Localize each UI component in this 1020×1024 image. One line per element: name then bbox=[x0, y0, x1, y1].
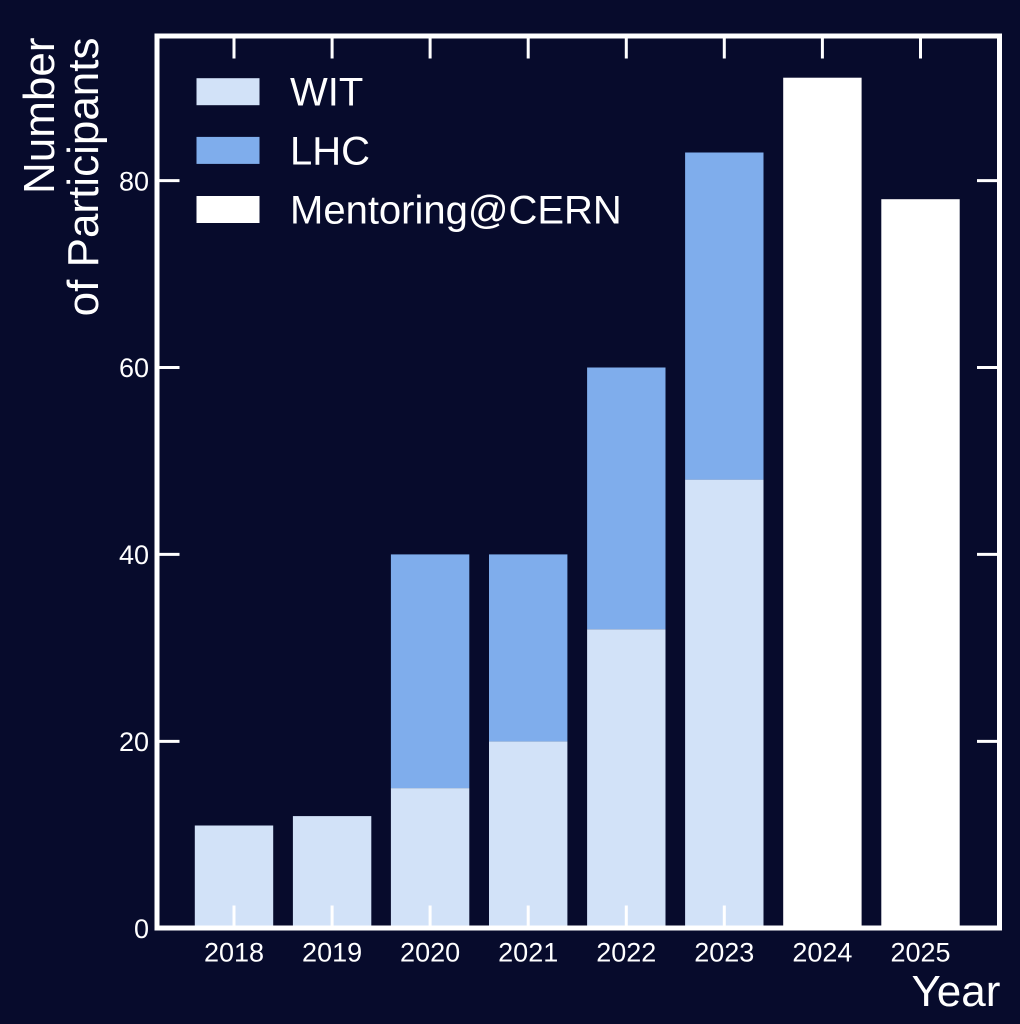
svg-text:Number: Number bbox=[15, 38, 64, 195]
svg-text:Year: Year bbox=[911, 967, 1000, 1016]
svg-text:80: 80 bbox=[119, 166, 149, 196]
svg-text:2021: 2021 bbox=[498, 938, 558, 968]
svg-text:2020: 2020 bbox=[400, 938, 460, 968]
svg-text:60: 60 bbox=[119, 353, 149, 383]
svg-text:LHC: LHC bbox=[290, 130, 370, 174]
svg-text:40: 40 bbox=[119, 540, 149, 570]
svg-text:2018: 2018 bbox=[204, 938, 264, 968]
svg-text:2022: 2022 bbox=[596, 938, 656, 968]
svg-text:0: 0 bbox=[134, 914, 149, 944]
svg-text:2024: 2024 bbox=[792, 938, 852, 968]
svg-text:2023: 2023 bbox=[694, 938, 754, 968]
svg-text:2019: 2019 bbox=[302, 938, 362, 968]
svg-text:Mentoring@CERN: Mentoring@CERN bbox=[290, 189, 622, 233]
svg-text:WIT: WIT bbox=[290, 71, 363, 115]
svg-text:20: 20 bbox=[119, 727, 149, 757]
svg-text:of Participants: of Participants bbox=[59, 38, 108, 317]
svg-text:2025: 2025 bbox=[890, 938, 950, 968]
